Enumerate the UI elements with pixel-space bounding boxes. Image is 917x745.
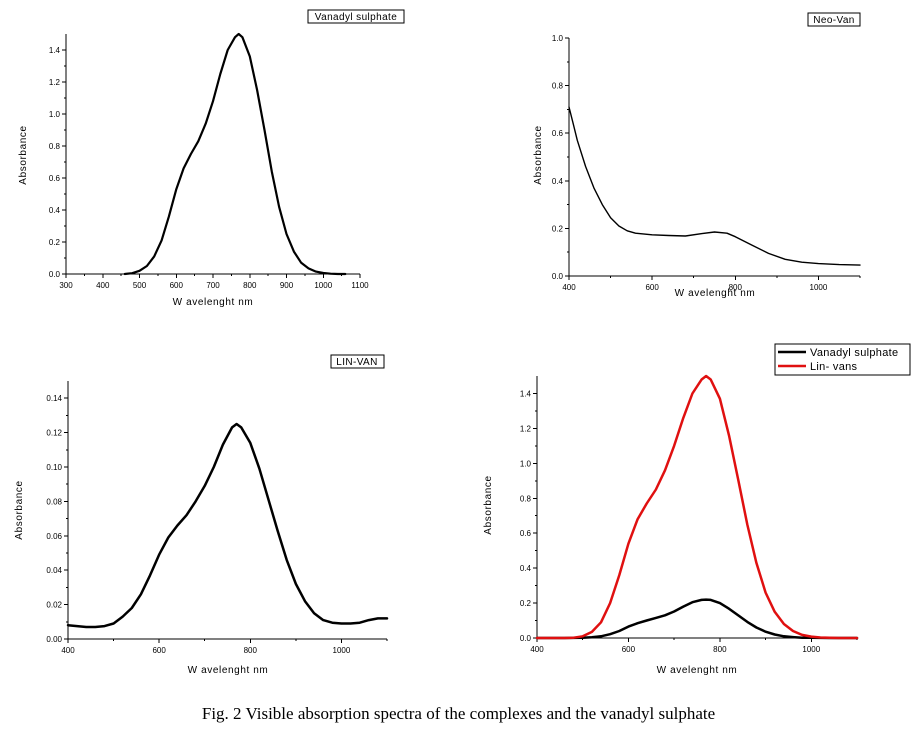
x-tick-label: 1000 [314, 281, 332, 290]
y-tick-label: 1.4 [520, 389, 532, 398]
chart-panel-3: 0.00 0.02 0.04 0.06 0.08 0.10 0.12 0.14 400 600 80… [14, 354, 389, 676]
legend-label: Vanadyl sulphate [810, 347, 898, 359]
y-tick-label: 0.6 [552, 129, 564, 138]
series-line-1 [568, 106, 861, 266]
chart-title: LIN-VAN [336, 357, 378, 368]
chart-title-box [330, 354, 385, 369]
chart-panel-4: 0.0 0.2 0.4 0.6 0.8 1.0 1.2 1.4 400 600 800 1000 Abs… [483, 343, 911, 676]
y-tick-label: 1.2 [49, 78, 61, 87]
y-tick-label: 0.0 [520, 634, 532, 643]
y-tick-label: 0.6 [49, 174, 61, 183]
y-tick-label: 1.0 [49, 110, 61, 119]
y-tick-label: 0.0 [49, 270, 61, 279]
y-tick-label: 1.0 [520, 459, 532, 468]
y-tick-label: 0.2 [520, 599, 532, 608]
x-tick-label: 400 [530, 645, 544, 654]
x-tick-label: 400 [562, 283, 576, 292]
y-tick-label: 0.2 [552, 224, 564, 233]
y-tick-label: 0.8 [49, 142, 61, 151]
chart-title-box [307, 9, 405, 24]
y-tick-label: 0.8 [552, 82, 564, 91]
series-line-vanadyl-sulphate [535, 598, 859, 640]
y-tick-label: 0.06 [46, 532, 62, 541]
x-tick-label: 800 [729, 283, 743, 292]
y-tick-label: 1.4 [49, 46, 61, 55]
y-tick-label: 0.2 [49, 238, 61, 247]
y-tick-label: 1.0 [552, 34, 564, 43]
legend-label: Lin- vans [810, 361, 858, 373]
chart-title: Neo-Van [813, 15, 855, 26]
y-tick-label: 0.8 [520, 494, 532, 503]
figure-caption: Fig. 2 Visible absorption spectra of the… [201, 704, 716, 723]
y-tick-label: 0.10 [46, 463, 62, 472]
x-tick-label: 800 [243, 281, 257, 290]
chart-panel-1: 0.0 0.2 0.4 0.6 0.8 1.0 1.2 1.4 300 400 500 600 700 8… [18, 9, 405, 308]
x-tick-label: 1000 [802, 645, 820, 654]
x-tick-label: 400 [96, 281, 110, 290]
x-tick-label: 800 [713, 645, 727, 654]
x-tick-label: 1000 [333, 646, 351, 655]
y-axis-label: Absorbance [483, 475, 494, 534]
x-axis-label: W avelenght nm [675, 288, 756, 299]
x-tick-label: 600 [152, 646, 166, 655]
y-tick-label: 0.04 [46, 566, 62, 575]
series-line-1 [66, 422, 389, 629]
y-axis-label: Absorbance [18, 125, 29, 184]
series-line-1 [123, 32, 347, 276]
y-tick-label: 0.14 [46, 394, 62, 403]
chart-panel-2: 0.0 0.2 0.4 0.6 0.8 1.0 400 600 800 1000 Absorbanc… [533, 12, 861, 299]
y-tick-label: 1.2 [520, 424, 532, 433]
y-axis-label: Absorbance [14, 480, 25, 539]
y-axis-label: Absorbance [533, 125, 544, 184]
y-tick-label: 0.0 [552, 272, 564, 281]
chart-title-box [807, 12, 861, 27]
x-tick-label: 900 [280, 281, 294, 290]
figure-canvas: 0.0 0.2 0.4 0.6 0.8 1.0 1.2 1.4 300 400 500 600 700 8… [14, 9, 911, 676]
x-tick-label: 500 [133, 281, 147, 290]
y-tick-label: 0.4 [552, 177, 564, 186]
x-tick-label: 600 [622, 645, 636, 654]
x-tick-label: 1100 [351, 281, 369, 290]
y-tick-label: 0.08 [46, 497, 62, 506]
y-tick-label: 0.4 [49, 206, 61, 215]
y-tick-label: 0.00 [46, 635, 62, 644]
x-tick-label: 300 [59, 281, 73, 290]
y-tick-label: 0.4 [520, 564, 532, 573]
series-line-lin-vans [535, 374, 859, 640]
x-tick-label: 1000 [810, 283, 828, 292]
x-tick-label: 400 [61, 646, 75, 655]
x-tick-label: 700 [206, 281, 220, 290]
y-tick-label: 0.02 [46, 601, 62, 610]
x-tick-label: 600 [170, 281, 184, 290]
x-tick-label: 600 [645, 283, 659, 292]
chart-title: Vanadyl sulphate [315, 12, 397, 23]
y-tick-label: 0.6 [520, 529, 532, 538]
x-tick-label: 800 [244, 646, 258, 655]
y-tick-label: 0.12 [46, 429, 62, 438]
x-axis-label: W avelenght nm [657, 665, 738, 676]
legend-box [774, 343, 911, 376]
x-axis-label: W avelenght nm [173, 297, 254, 308]
x-axis-label: W avelenght nm [188, 665, 269, 676]
legend: Vanadyl sulphate Lin- vans [774, 343, 911, 376]
